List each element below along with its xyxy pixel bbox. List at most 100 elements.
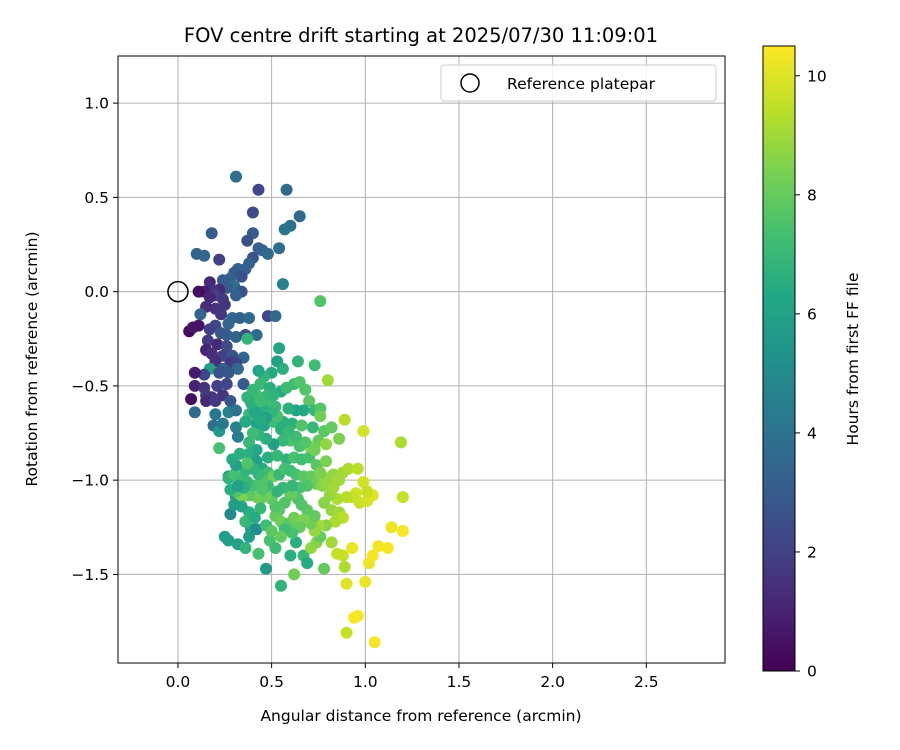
data-point: [198, 249, 211, 262]
data-point: [308, 444, 321, 456]
data-point: [201, 334, 214, 347]
data-point: [340, 577, 353, 590]
data-point: [325, 536, 338, 549]
data-point: [256, 483, 269, 496]
y-tick-label: −1.5: [71, 566, 109, 584]
grid-lines: [118, 56, 725, 663]
data-point: [299, 383, 312, 396]
data-point: [213, 253, 226, 266]
data-point: [276, 434, 289, 447]
data-point: [333, 432, 346, 445]
data-point: [357, 476, 370, 488]
data-point: [248, 406, 261, 419]
reference-platepar-marker: [167, 280, 189, 303]
y-tick-label: −1.0: [71, 472, 109, 490]
data-point: [301, 557, 314, 570]
colorbar-tick-label: 4: [807, 424, 817, 442]
data-point: [230, 421, 242, 434]
data-points: [183, 170, 409, 649]
colorbar-label: Hours from first FF file: [844, 273, 862, 446]
data-point: [222, 366, 235, 379]
data-point: [340, 491, 353, 504]
data-point: [357, 425, 370, 438]
data-point: [228, 498, 241, 511]
data-point: [320, 455, 332, 468]
data-point: [192, 285, 205, 298]
data-point: [222, 317, 235, 330]
data-point: [194, 308, 207, 321]
data-point: [269, 542, 282, 554]
data-point: [220, 329, 233, 341]
data-point: [243, 447, 256, 460]
data-point: [351, 462, 364, 475]
data-point: [209, 395, 222, 407]
data-point: [299, 436, 312, 449]
x-axis-label: Angular distance from reference (arcmin): [260, 707, 581, 725]
data-point: [286, 479, 299, 492]
data-point: [252, 183, 265, 196]
data-point: [252, 242, 265, 255]
data-point: [205, 227, 218, 240]
data-point: [325, 421, 338, 434]
data-point: [338, 413, 351, 426]
data-point: [293, 210, 306, 223]
data-point: [366, 549, 379, 562]
data-point: [215, 308, 227, 321]
data-point: [290, 536, 302, 549]
data-point: [308, 359, 321, 372]
data-point: [231, 430, 244, 443]
data-point: [303, 395, 316, 407]
data-point: [275, 530, 287, 543]
data-point: [252, 364, 265, 377]
data-point: [314, 410, 327, 423]
data-point: [241, 332, 254, 345]
x-tick-label: 1.0: [353, 673, 378, 691]
data-point: [211, 379, 224, 392]
data-point: [265, 525, 278, 537]
x-tick-label: 2.5: [634, 673, 659, 691]
data-point: [329, 515, 342, 528]
data-point: [276, 362, 289, 375]
data-point: [282, 402, 295, 415]
data-point: [230, 330, 242, 343]
plot-frame: [117, 55, 726, 664]
x-tick-label: 2.0: [540, 673, 565, 691]
colorbar-gradient: [762, 45, 796, 672]
reference-marker-layer: [167, 280, 189, 303]
colorbar-ticks: 0 2 4 6 8 10: [795, 67, 827, 681]
data-point: [342, 462, 355, 475]
data-point: [381, 542, 394, 554]
legend-box: [440, 64, 717, 102]
data-point: [241, 457, 254, 470]
data-point: [218, 530, 231, 543]
data-point: [361, 485, 374, 498]
data-point: [273, 342, 286, 355]
data-point: [346, 542, 359, 554]
data-point: [246, 427, 259, 439]
data-point: [306, 421, 319, 434]
data-point: [231, 362, 244, 375]
data-point: [231, 479, 244, 492]
data-point: [209, 408, 222, 421]
data-point: [250, 329, 263, 341]
data-point: [246, 206, 259, 219]
colorbar-tick-label: 0: [807, 663, 817, 681]
x-tick-label: 0.0: [166, 673, 191, 691]
data-point: [241, 234, 254, 247]
data-point: [267, 389, 280, 402]
data-point: [351, 609, 364, 622]
data-point: [200, 395, 213, 407]
legend-label: Reference platepar: [507, 75, 656, 93]
data-point: [188, 366, 201, 379]
colorbar-tick-label: 10: [807, 67, 827, 85]
x-tick-label: 0.5: [259, 673, 284, 691]
data-point: [230, 170, 242, 183]
data-point: [314, 295, 327, 308]
data-point: [269, 310, 282, 323]
data-point: [198, 368, 211, 381]
data-point: [243, 312, 256, 324]
y-ticks: 1.0 0.5 0.0 −0.5 −1.0 −1.5: [71, 95, 118, 584]
y-tick-label: 0.0: [84, 283, 109, 301]
data-point: [188, 379, 201, 392]
